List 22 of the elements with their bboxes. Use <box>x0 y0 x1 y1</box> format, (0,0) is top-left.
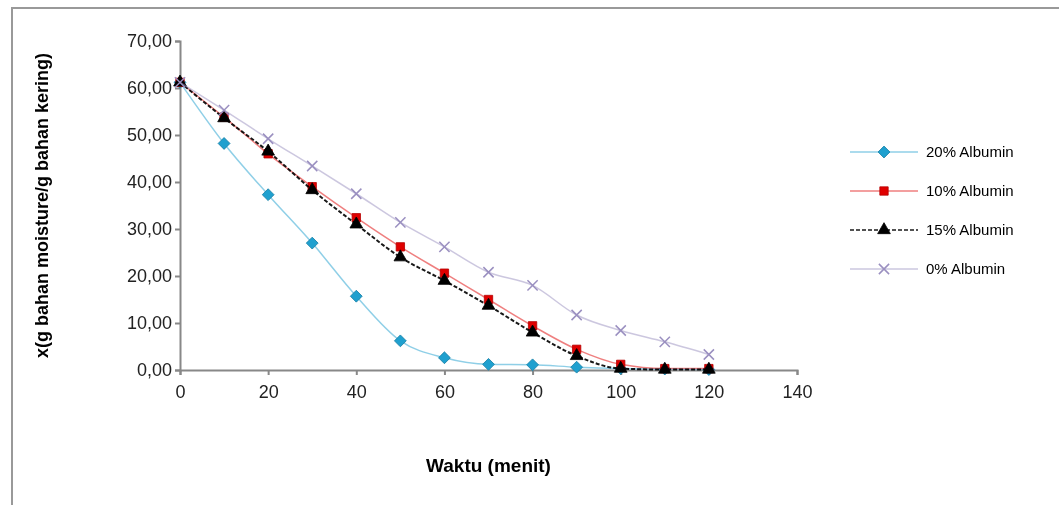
y-tick-label: 40,00 <box>126 172 172 193</box>
x-tick-label: 140 <box>782 381 813 402</box>
y-tick-label: 70,00 <box>126 31 172 52</box>
y-tick-label: 50,00 <box>126 125 172 146</box>
legend-label: 0% Albumin <box>926 260 1006 278</box>
x-tick-label: 20 <box>258 381 279 402</box>
y-tick-label: 60,00 <box>126 78 172 99</box>
x-tick-label: 60 <box>434 381 455 402</box>
y-axis-title: x(g bahan moisture/g bahan kering) <box>32 52 52 359</box>
x-axis-title: Waktu (menit) <box>426 455 551 476</box>
y-tick-label: 10,00 <box>126 313 172 334</box>
y-tick-label: 0,00 <box>136 360 172 381</box>
y-tick-label: 30,00 <box>126 219 172 240</box>
legend-label: 10% Albumin <box>926 182 1014 200</box>
y-tick-label: 20,00 <box>126 266 172 287</box>
legend-label: 20% Albumin <box>926 143 1014 161</box>
x-tick-label: 0 <box>175 381 186 402</box>
x-tick-label: 80 <box>523 381 544 402</box>
x-tick-label: 40 <box>346 381 367 402</box>
legend-label: 15% Albumin <box>926 221 1014 239</box>
x-tick-label: 120 <box>694 381 725 402</box>
x-tick-label: 100 <box>606 381 637 402</box>
